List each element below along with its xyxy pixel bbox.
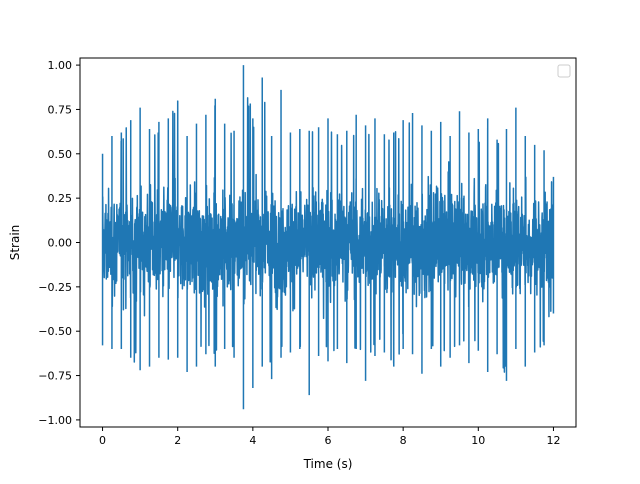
y-tick-label: −0.50: [38, 325, 72, 338]
x-tick-label: 10: [471, 434, 485, 447]
y-tick-label: 0.75: [48, 103, 73, 116]
x-tick-label: 8: [400, 434, 407, 447]
y-tick-label: −1.00: [38, 414, 72, 427]
y-tick-label: 0.00: [48, 237, 73, 250]
legend-box: [557, 64, 571, 78]
x-tick-label: 0: [99, 434, 106, 447]
y-tick-label: 0.50: [48, 148, 73, 161]
y-tick-label: 1.00: [48, 59, 73, 72]
strain-series-line: [101, 65, 555, 410]
y-tick-label: −0.25: [38, 281, 72, 294]
x-tick-label: 12: [546, 434, 560, 447]
x-axis-label: Time (s): [303, 457, 353, 471]
x-tick-label: 4: [249, 434, 256, 447]
y-tick-label: −0.75: [38, 370, 72, 383]
y-axis: −1.00 −0.75 −0.50 −0.25 0.00 0.25 0.50 0.75 1.00: [38, 59, 80, 427]
x-axis: 0 2 4 6 8 10 12: [99, 427, 560, 447]
x-tick-label: 2: [174, 434, 181, 447]
y-axis-label: Strain: [8, 225, 22, 261]
x-tick-label: 6: [325, 434, 332, 447]
plot-area: [101, 65, 555, 410]
y-tick-label: 0.25: [48, 192, 73, 205]
